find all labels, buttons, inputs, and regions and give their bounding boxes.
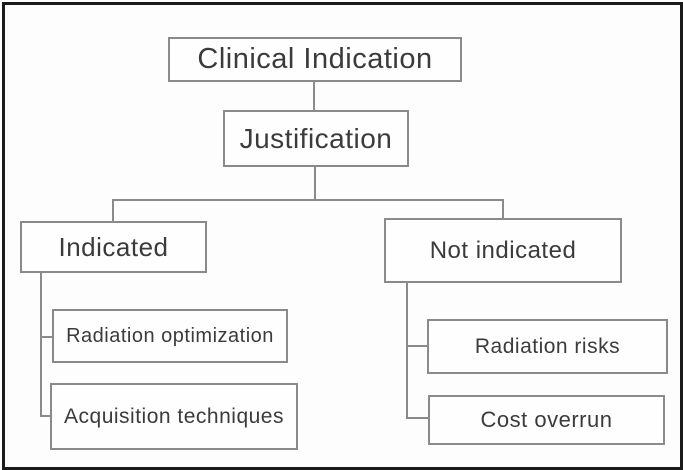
connector-clinical-to-justification	[313, 82, 315, 110]
connector-branch-horizontal	[112, 199, 504, 201]
connector-not-indicated-spine	[406, 283, 408, 419]
node-radiation-risks-label: Radiation risks	[474, 334, 621, 358]
node-not-indicated: Not indicated	[384, 218, 622, 283]
connector-indicated-to-acquisition-techniques	[40, 415, 50, 417]
connector-indicated-to-radiation-optimization	[40, 336, 52, 338]
node-justification-label: Justification	[239, 122, 393, 154]
node-justification: Justification	[223, 110, 409, 167]
node-indicated: Indicated	[20, 221, 207, 273]
connector-branch-to-indicated	[112, 199, 114, 221]
node-radiation-optimization-label: Radiation optimization	[66, 324, 274, 347]
node-radiation-optimization: Radiation optimization	[52, 309, 288, 363]
connector-justification-drop	[314, 167, 316, 200]
node-clinical-indication-label: Clinical Indication	[197, 43, 433, 75]
node-radiation-risks: Radiation risks	[427, 319, 668, 374]
node-cost-overrun: Cost overrun	[428, 395, 665, 445]
node-clinical-indication: Clinical Indication	[168, 37, 462, 82]
connector-not-indicated-to-radiation-risks	[406, 345, 427, 347]
connector-indicated-spine	[40, 273, 42, 417]
node-acquisition-techniques: Acquisition techniques	[50, 383, 298, 450]
connector-branch-to-not-indicated	[502, 199, 504, 218]
node-indicated-label: Indicated	[58, 231, 169, 262]
node-not-indicated-label: Not indicated	[429, 236, 577, 264]
node-cost-overrun-label: Cost overrun	[480, 407, 613, 432]
node-acquisition-techniques-label: Acquisition techniques	[64, 404, 284, 428]
connector-not-indicated-to-cost-overrun	[406, 417, 428, 419]
